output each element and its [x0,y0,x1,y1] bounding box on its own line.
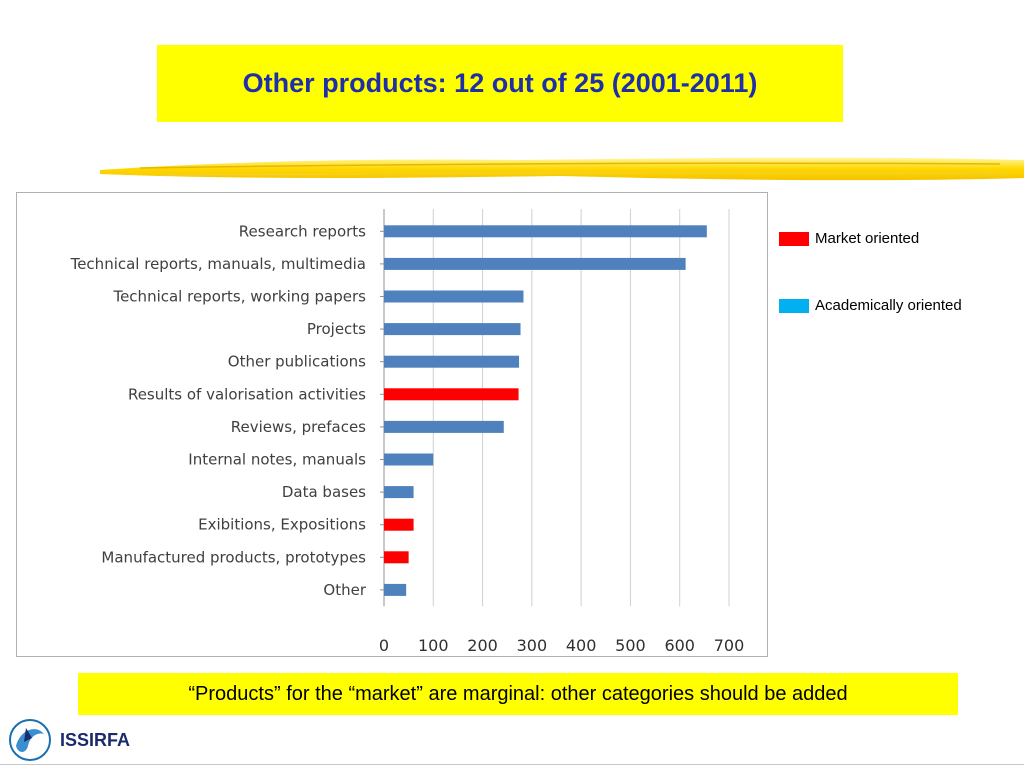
logo-text: ISSIRFA [60,729,131,750]
decorative-brush-stroke [100,157,1024,181]
x-tick-label: 300 [517,636,548,655]
x-tick-label: 600 [664,636,695,655]
category-label: Results of valorisation activities [128,385,366,403]
footer-divider [0,764,1024,765]
bar [384,290,524,303]
bar [384,486,414,499]
chart-frame: Research reports Technical reports, manua… [16,192,768,657]
logo-emblem-icon [9,719,51,761]
x-tick-label: 0 [379,636,389,655]
x-tick-label: 400 [566,636,597,655]
legend-label-academic: Academically oriented [815,297,962,314]
bar [384,551,409,564]
category-label: Technical reports, working papers [112,288,366,306]
bar [384,323,521,336]
legend-market: Market oriented [779,230,919,247]
category-label: Research reports [239,222,366,240]
category-label: Internal notes, manuals [188,451,366,469]
legend-swatch-market [779,231,809,246]
bar [384,583,407,596]
note-box: “Products” for the “market” are marginal… [78,673,958,715]
category-label: Data bases [282,483,366,501]
category-label: Manufactured products, prototypes [101,548,366,566]
bar [384,453,434,466]
category-label: Technical reports, manuals, multimedia [70,255,366,273]
page-title: Other products: 12 out of 25 (2001-2011) [242,68,758,98]
legend-academic: Academically oriented [779,297,962,314]
category-label: Reviews, prefaces [231,418,366,436]
category-label: Other [323,581,366,599]
issirfa-logo: ISSIRFA [6,716,130,764]
bar [384,355,520,368]
category-label: Exibitions, Expositions [198,516,366,534]
legend-swatch-academic [779,298,809,313]
x-tick-label: 200 [467,636,498,655]
category-label: Other publications [228,353,366,371]
bar-chart: Research reports Technical reports, manua… [70,209,745,655]
note-text: “Products” for the “market” are marginal… [188,682,848,705]
x-tick-label: 500 [615,636,646,655]
bar [384,388,519,401]
bar [384,257,686,270]
bar [384,420,504,433]
title-box: Other products: 12 out of 25 (2001-2011) [157,45,843,122]
bar [384,518,414,531]
x-tick-label: 100 [418,636,449,655]
category-label: Projects [307,320,366,338]
bar [384,225,707,238]
x-tick-label: 700 [714,636,745,655]
legend-label-market: Market oriented [815,230,920,247]
